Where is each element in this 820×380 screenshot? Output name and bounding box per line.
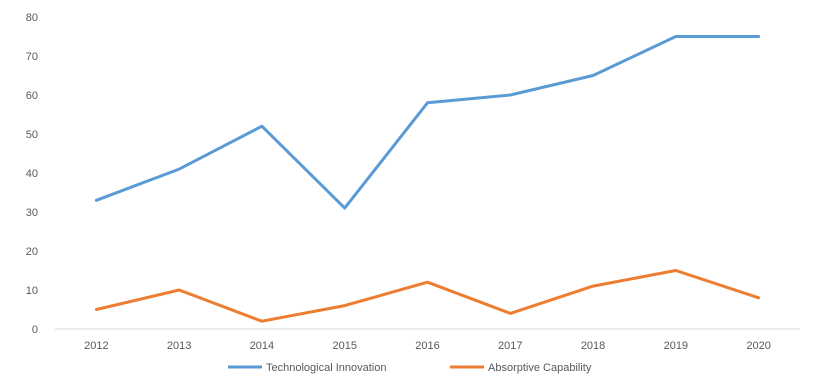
series-lines bbox=[94, 35, 761, 323]
series-line-technological-innovation bbox=[94, 35, 761, 210]
y-tick-label: 60 bbox=[26, 90, 38, 102]
y-tick-label: 40 bbox=[26, 168, 38, 180]
y-tick-label: 0 bbox=[32, 324, 38, 336]
x-tick-label: 2020 bbox=[746, 340, 770, 352]
y-tick-label: 20 bbox=[26, 246, 38, 258]
y-tick-label: 10 bbox=[26, 285, 38, 297]
y-tick-label: 50 bbox=[26, 129, 38, 141]
y-tick-label: 70 bbox=[26, 51, 38, 63]
x-tick-label: 2013 bbox=[167, 340, 191, 352]
legend: Technological Innovation Absorptive Capab… bbox=[228, 362, 592, 374]
x-tick-label: 2016 bbox=[415, 340, 439, 352]
x-tick-label: 2014 bbox=[250, 340, 274, 352]
legend-label-technological-innovation: Technological Innovation bbox=[266, 362, 386, 374]
y-tick-label: 30 bbox=[26, 207, 38, 219]
x-tick-label: 2017 bbox=[498, 340, 522, 352]
y-tick-label: 80 bbox=[26, 12, 38, 24]
x-tick-label: 2018 bbox=[581, 340, 605, 352]
x-tick-label: 2015 bbox=[332, 340, 356, 352]
x-tick-label: 2019 bbox=[664, 340, 688, 352]
series-line-absorptive-capability bbox=[94, 269, 761, 323]
x-tick-label: 2012 bbox=[84, 340, 108, 352]
x-axis-tick-labels: 2012 2013 2014 2015 2016 2017 2018 2019 2020 bbox=[84, 340, 771, 352]
legend-label-absorptive-capability: Absorptive Capability bbox=[488, 362, 592, 374]
y-axis-tick-labels: 0 10 20 30 40 50 60 70 80 bbox=[26, 12, 38, 336]
